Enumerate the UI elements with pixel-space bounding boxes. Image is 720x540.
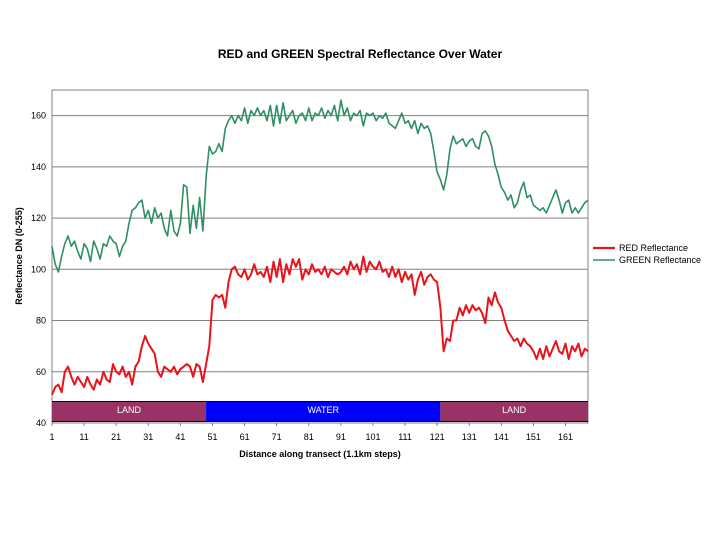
x-tick-label: 141 [494,432,509,442]
band-label: LAND [502,405,527,415]
x-tick-label: 61 [240,432,250,442]
y-axis-label: Reflectance DN (0-255) [14,207,24,305]
band-label: LAND [117,405,142,415]
legend: RED Reflectance GREEN Reflectance [593,243,701,265]
y-tick-label: 40 [36,418,46,428]
y-tick-label: 140 [31,162,46,172]
legend-label: GREEN Reflectance [619,255,701,265]
y-tick-label: 160 [31,111,46,121]
y-tick-label: 100 [31,264,46,274]
x-tick-label: 101 [365,432,380,442]
chart-title: RED and GREEN Spectral Reflectance Over … [218,47,503,61]
legend-label: RED Reflectance [619,243,688,253]
x-tick-label: 131 [462,432,477,442]
x-tick-label: 91 [336,432,346,442]
x-tick-label: 161 [558,432,573,442]
series-line-red [51,255,589,396]
band-land [52,402,207,421]
y-tick-label: 120 [31,213,46,223]
x-tick-label: 71 [272,432,282,442]
data-series [51,99,589,396]
band-water [206,402,441,421]
x-tick-label: 31 [143,432,153,442]
series-line-green [51,99,589,273]
band-label: WATER [307,405,339,415]
terrain-bands: LAND WATER LAND [52,401,588,422]
x-tick-label: 151 [526,432,541,442]
x-tick-labels: 1 11 21 31 41 51 61 71 81 91 101 111 121 131 141 151 161 [49,423,573,442]
y-tick-labels: 40 60 80 100 120 140 160 [31,111,46,428]
plot-area [51,89,589,424]
x-tick-label: 11 [79,432,88,442]
x-tick-label: 1 [49,432,54,442]
grid-lines [52,115,588,373]
x-axis-label: Distance along transect (1.1km steps) [239,449,401,459]
y-tick-label: 80 [36,316,46,326]
x-tick-label: 51 [207,432,217,442]
x-tick-label: 81 [304,432,314,442]
x-tick-label: 111 [398,432,412,442]
x-tick-label: 121 [430,432,445,442]
y-tick-label: 60 [36,367,46,377]
x-tick-label: 21 [111,432,121,442]
band-land [440,402,588,421]
x-tick-label: 41 [175,432,185,442]
